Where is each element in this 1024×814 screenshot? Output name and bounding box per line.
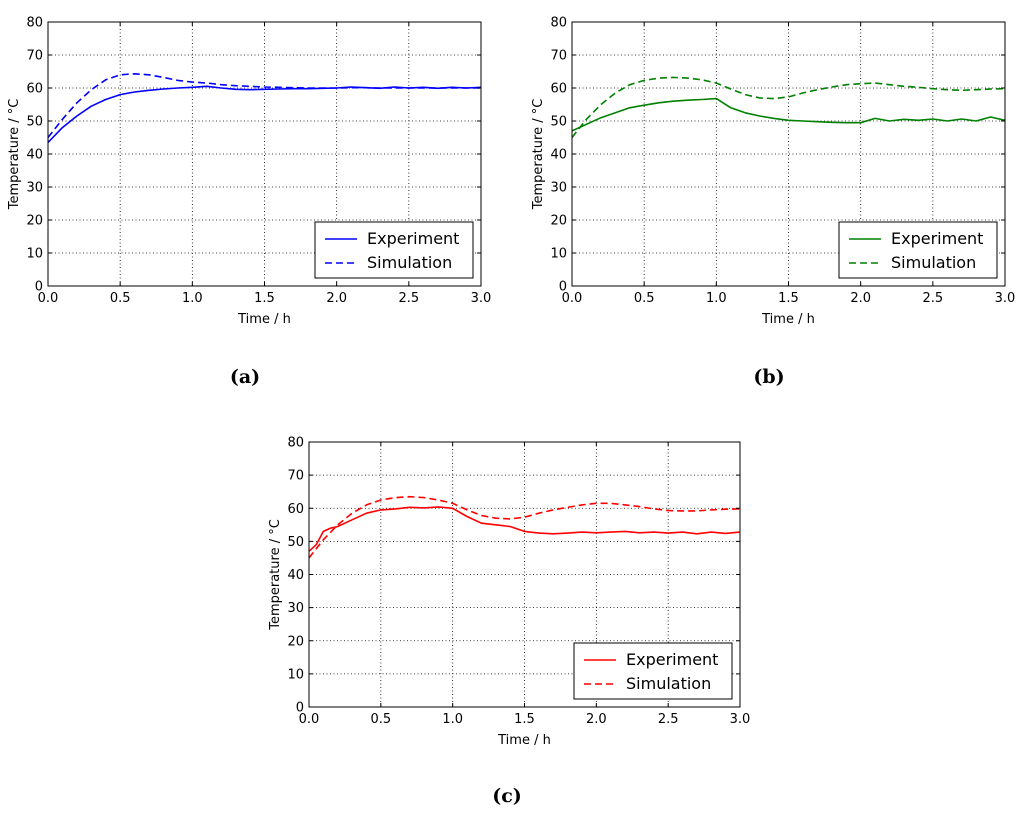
y-tick-label: 50 (287, 535, 304, 550)
y-tick-label: 0 (35, 280, 43, 295)
panel-b: 0.0 0.5 1.0 1.5 2.0 2.5 3.0 0 10 20 30 40 50 60 70 80 Ti… (531, 16, 1015, 389)
y-tick-label: 0 (296, 701, 304, 716)
x-tick-label: 0.0 (562, 291, 583, 306)
x-tick-label: 2.5 (922, 291, 943, 306)
x-tick-label: 2.0 (850, 291, 871, 306)
y-axis-label: Temperature / °C (7, 99, 22, 211)
y-tick-label: 10 (550, 247, 567, 262)
x-tick-label: 2.5 (658, 712, 679, 727)
x-tick-label: 1.5 (778, 291, 799, 306)
y-tick-label: 80 (26, 16, 43, 31)
y-tick-label: 0 (559, 280, 567, 295)
x-tick-label: 1.5 (254, 291, 275, 306)
y-tick-label: 30 (26, 181, 43, 196)
experiment-line (308, 506, 741, 552)
simulation-line (571, 76, 1006, 138)
x-tick-label: 0.5 (370, 712, 391, 727)
y-tick-label: 20 (26, 214, 43, 229)
x-tick-label: 0.5 (110, 291, 131, 306)
panel-c: 0.0 0.5 1.0 1.5 2.0 2.5 3.0 0 10 20 30 40 50 60 70 80 Ti… (268, 436, 750, 808)
y-tick-label: 10 (26, 247, 43, 262)
y-tick-label: 20 (550, 214, 567, 229)
y-tick-label: 80 (287, 436, 304, 451)
legend-box (838, 221, 998, 279)
x-tick-label: 3.0 (995, 291, 1016, 306)
y-tick-label: 40 (550, 148, 567, 163)
x-tick-label: 3.0 (730, 712, 751, 727)
y-tick-label: 80 (550, 16, 567, 31)
y-tick-label: 30 (550, 181, 567, 196)
simulation-line (47, 73, 481, 138)
panel-a: 0.0 0.5 1.0 1.5 2.0 2.5 3.0 0 10 20 30 40 50 60 70 80 Ti… (7, 16, 491, 389)
x-axis-label: Time / h (761, 312, 815, 327)
y-tick-label: 40 (26, 148, 43, 163)
legend-simulation-label: Simulation (626, 674, 711, 693)
simulation-line (308, 495, 741, 559)
x-tick-label: 1.0 (706, 291, 727, 306)
legend-simulation-label: Simulation (367, 253, 452, 272)
panel-caption-b: (b) (753, 366, 784, 388)
panel-caption-a: (a) (230, 366, 260, 388)
legend-simulation-label: Simulation (891, 253, 976, 272)
x-tick-label: 0.0 (299, 712, 320, 727)
x-tick-label: 1.0 (182, 291, 203, 306)
y-tick-label: 70 (26, 49, 43, 64)
y-axis-label: Temperature / °C (268, 519, 283, 631)
x-axis-label: Time / h (497, 733, 551, 748)
legend-box (573, 642, 733, 700)
legend-box (314, 221, 474, 279)
experiment-line (571, 97, 1006, 132)
legend-experiment-label: Experiment (367, 229, 459, 248)
y-tick-label: 30 (287, 601, 304, 616)
y-axis-label: Temperature / °C (531, 99, 546, 211)
x-tick-label: 0.5 (634, 291, 655, 306)
y-tick-label: 60 (26, 82, 43, 97)
y-tick-label: 70 (550, 49, 567, 64)
x-tick-label: 2.0 (326, 291, 347, 306)
y-tick-label: 10 (287, 667, 304, 682)
x-tick-label: 1.5 (514, 712, 535, 727)
x-tick-label: 3.0 (471, 291, 492, 306)
legend-experiment-label: Experiment (891, 229, 983, 248)
x-axis-label: Time / h (237, 312, 291, 327)
y-tick-label: 60 (550, 82, 567, 97)
x-tick-label: 1.0 (442, 712, 463, 727)
y-tick-label: 20 (287, 634, 304, 649)
y-tick-label: 40 (287, 568, 304, 583)
y-tick-label: 50 (550, 115, 567, 130)
x-tick-label: 2.5 (398, 291, 419, 306)
y-tick-label: 50 (26, 115, 43, 130)
y-tick-label: 70 (287, 469, 304, 484)
y-tick-label: 60 (287, 502, 304, 517)
x-tick-label: 2.0 (586, 712, 607, 727)
panel-caption-c: (c) (492, 785, 522, 807)
x-tick-label: 0.0 (38, 291, 59, 306)
legend-experiment-label: Experiment (626, 650, 718, 669)
